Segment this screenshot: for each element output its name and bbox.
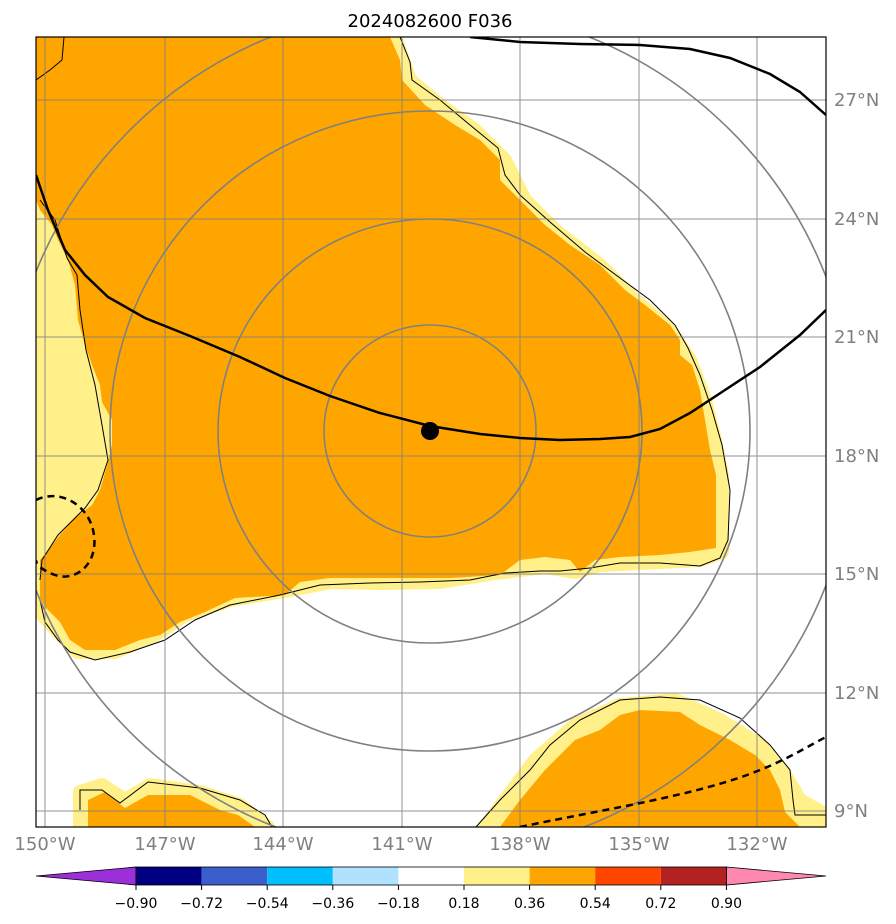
range-rings bbox=[36, 37, 826, 827]
colorbar-segment bbox=[201, 867, 268, 885]
lat-label: 24°N bbox=[834, 209, 879, 230]
lon-label: 141°W bbox=[371, 834, 432, 855]
dashed-circle-contour bbox=[36, 494, 96, 578]
latitude-labels: 27°N 24°N 21°N 18°N 15°N 12°N 9°N bbox=[834, 90, 879, 822]
dashed-contour-line bbox=[519, 735, 826, 827]
colorbar-segment bbox=[464, 867, 530, 885]
lat-label: 12°N bbox=[834, 683, 879, 704]
lat-label: 21°N bbox=[834, 327, 879, 348]
upper-contour-line bbox=[469, 37, 826, 116]
colorbar-tick-label: 0.90 bbox=[711, 896, 742, 912]
colorbar-tick-label: −0.72 bbox=[180, 896, 223, 912]
lon-label: 135°W bbox=[608, 834, 669, 855]
colorbar-tick-label: −0.36 bbox=[311, 896, 354, 912]
lon-label: 150°W bbox=[14, 834, 75, 855]
longitude-labels: 150°W 147°W 144°W 141°W 138°W 135°W 132°… bbox=[14, 834, 787, 855]
colorbar-tick-label: −0.18 bbox=[377, 896, 420, 912]
colorbar-extend-high bbox=[726, 866, 827, 886]
colorbar: −0.90 −0.72 −0.54 −0.36 −0.18 0.18 0.36 … bbox=[35, 866, 827, 912]
colorbar-segment bbox=[529, 867, 596, 885]
colorbar-tick-label: 0.72 bbox=[645, 896, 676, 912]
lon-label: 132°W bbox=[726, 834, 787, 855]
colorbar-tick-label: 0.54 bbox=[580, 896, 611, 912]
colorbar-tick-label: 0.36 bbox=[514, 896, 545, 912]
map-title: 2024082600 F036 bbox=[348, 11, 513, 32]
anomaly-field-high bbox=[36, 37, 800, 827]
colorbar-extend-low bbox=[35, 866, 137, 886]
colorbar-ticks bbox=[135, 885, 727, 890]
colorbar-tick-label: −0.90 bbox=[115, 896, 158, 912]
colorbar-frame bbox=[135, 866, 727, 886]
colorbar-segment bbox=[136, 867, 202, 885]
lat-label: 18°N bbox=[834, 446, 879, 467]
lon-label: 138°W bbox=[489, 834, 550, 855]
lon-label: 147°W bbox=[134, 834, 195, 855]
lat-label: 27°N bbox=[834, 90, 879, 111]
colorbar-segment bbox=[332, 867, 399, 885]
storm-center-marker bbox=[421, 422, 439, 440]
map-content bbox=[36, 37, 826, 827]
lat-label: 9°N bbox=[834, 801, 868, 822]
graticule bbox=[36, 37, 826, 827]
map-frame bbox=[35, 36, 827, 828]
field-contour bbox=[36, 37, 826, 827]
colorbar-tick-label: −0.54 bbox=[246, 896, 289, 912]
lon-label: 144°W bbox=[252, 834, 313, 855]
colorbar-tick-label: 0.18 bbox=[448, 896, 479, 912]
colorbar-segment bbox=[267, 867, 333, 885]
lat-label: 15°N bbox=[834, 564, 879, 585]
colorbar-segment bbox=[398, 867, 464, 885]
colorbar-segment bbox=[660, 867, 727, 885]
colorbar-segment bbox=[595, 867, 661, 885]
